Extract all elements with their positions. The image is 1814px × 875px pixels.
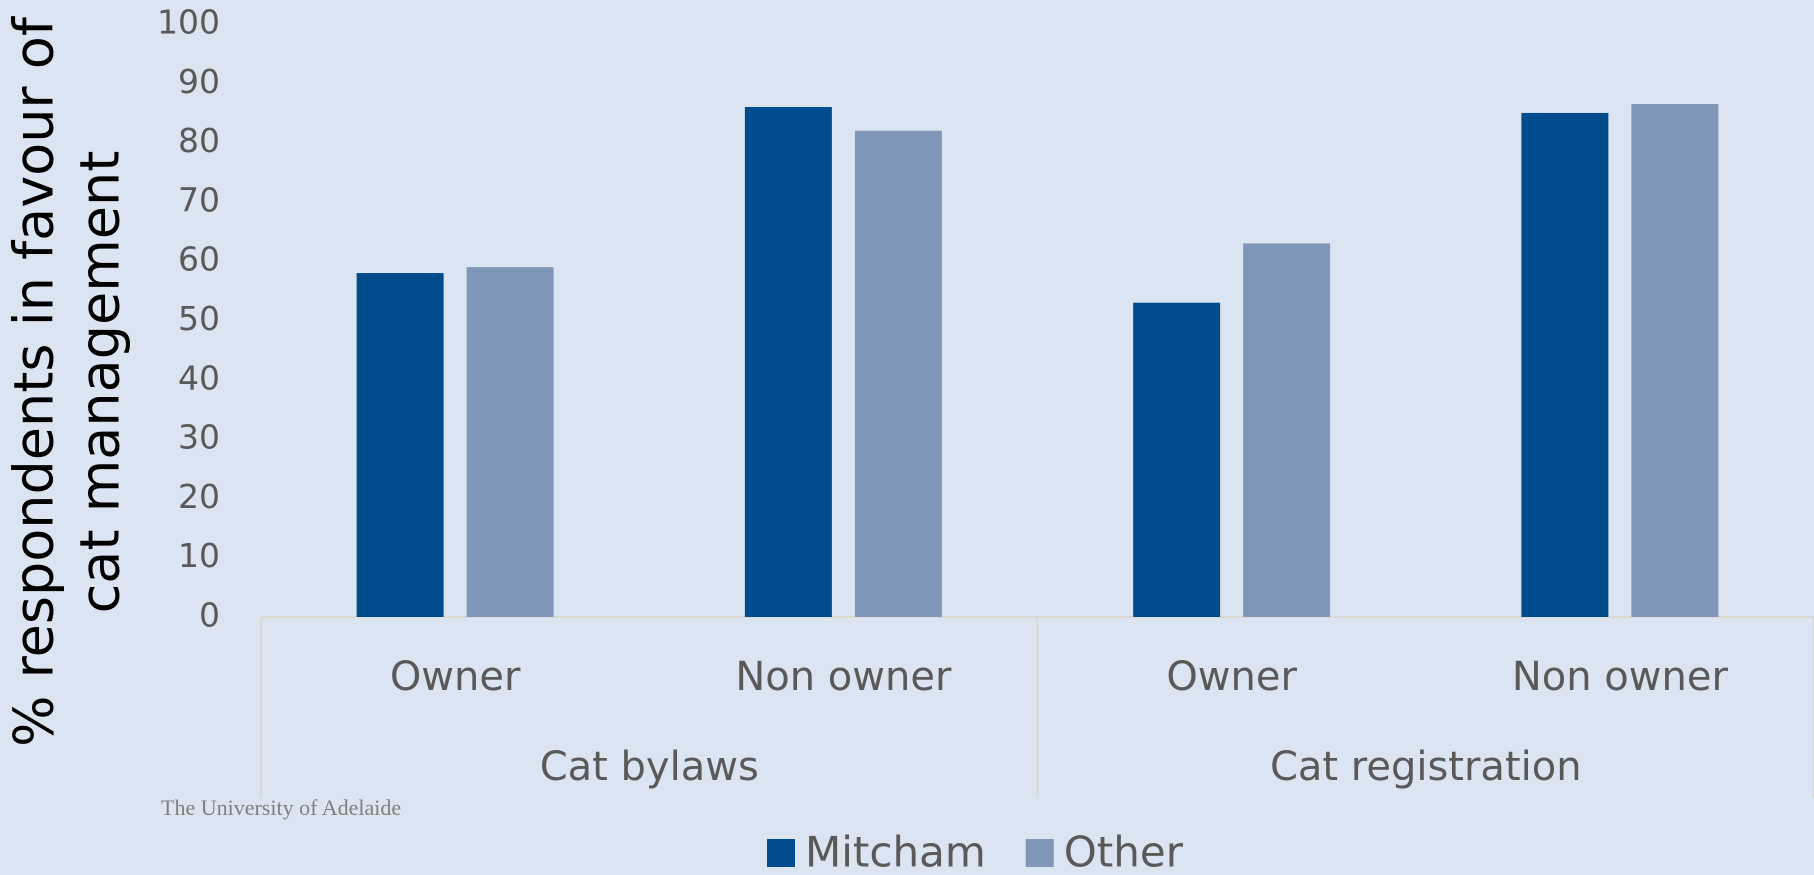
bar bbox=[1631, 104, 1718, 617]
bar bbox=[855, 131, 942, 617]
y-tick-label: 10 bbox=[178, 536, 220, 575]
bar bbox=[1133, 303, 1220, 617]
y-tick-label: 40 bbox=[178, 358, 220, 397]
page: % respondents in favour of cat managemen… bbox=[0, 0, 1814, 875]
y-tick-label: 60 bbox=[178, 240, 220, 279]
legend-swatch bbox=[1026, 839, 1054, 867]
chart: % respondents in favour of cat managemen… bbox=[0, 0, 1814, 875]
y-tick-label: 0 bbox=[199, 596, 220, 635]
y-tick-label: 50 bbox=[178, 299, 220, 338]
x-tick-label: Owner bbox=[1166, 654, 1297, 700]
legend-label: Other bbox=[1064, 828, 1184, 875]
group-label: Cat bylaws bbox=[540, 744, 759, 790]
y-tick-label: 80 bbox=[178, 121, 220, 160]
y-tick-label: 20 bbox=[178, 477, 220, 516]
x-tick-label: Non owner bbox=[1512, 654, 1729, 700]
y-axis-title-line: % respondents in favour of bbox=[3, 15, 66, 747]
x-tick-label: Owner bbox=[390, 654, 521, 700]
y-axis-title-line: cat management bbox=[69, 151, 132, 614]
y-tick-label: 90 bbox=[178, 62, 220, 101]
bar bbox=[1243, 243, 1330, 617]
footer: The University of Adelaide bbox=[161, 795, 401, 820]
bar bbox=[467, 267, 554, 617]
bar bbox=[1521, 113, 1608, 617]
legend-label: Mitcham bbox=[805, 828, 986, 875]
legend-swatch bbox=[767, 839, 795, 867]
bar bbox=[357, 273, 444, 617]
bar bbox=[745, 107, 832, 617]
y-tick-label: 70 bbox=[178, 180, 220, 219]
x-tick-label: Non owner bbox=[735, 654, 952, 700]
y-tick-label: 100 bbox=[157, 3, 220, 42]
group-label: Cat registration bbox=[1270, 744, 1582, 790]
y-tick-label: 30 bbox=[178, 418, 220, 457]
